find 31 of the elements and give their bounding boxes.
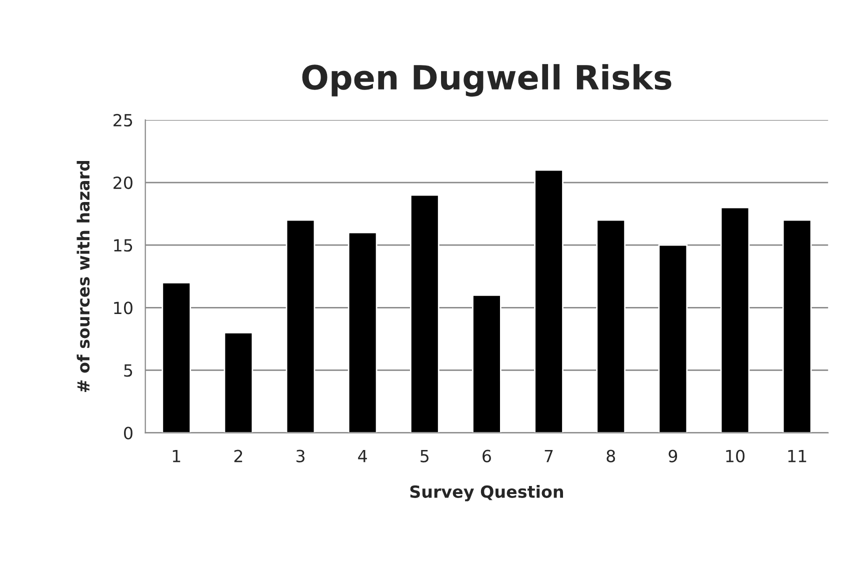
- x-tick-label: 1: [172, 450, 180, 462]
- bar: [534, 169, 564, 433]
- bar: [224, 332, 254, 433]
- x-axis-title: Survey Question: [410, 485, 564, 502]
- y-tick-label: 0: [124, 426, 132, 440]
- bar: [286, 219, 316, 433]
- bar: [782, 219, 812, 433]
- chart-title: Open Dugwell Risks: [302, 64, 672, 97]
- x-tick-label: 5: [420, 450, 428, 462]
- bar: [658, 244, 688, 433]
- y-tick-label: 10: [114, 302, 132, 314]
- y-axis-title: # of sources with hazard: [76, 160, 90, 392]
- x-tick-label: 6: [482, 450, 491, 462]
- y-tick-label: 20: [114, 176, 132, 190]
- bar: [472, 294, 502, 433]
- y-tick-label: 15: [114, 239, 132, 252]
- x-tick-label: 8: [606, 450, 616, 462]
- bar: [720, 206, 750, 433]
- x-tick-label: 7: [544, 450, 553, 462]
- bar: [596, 219, 626, 433]
- bar: [348, 232, 378, 433]
- x-tick-label: 11: [788, 450, 806, 462]
- x-tick-label: 10: [726, 450, 744, 462]
- bar: [410, 194, 440, 433]
- x-tick-label: 3: [296, 450, 304, 462]
- y-tick-label: 5: [124, 364, 132, 377]
- x-tick-label: 2: [234, 450, 242, 462]
- y-tick-label: 25: [114, 114, 132, 127]
- bar: [162, 282, 192, 433]
- x-tick-label: 4: [358, 450, 367, 462]
- x-tick-label: 9: [668, 450, 678, 462]
